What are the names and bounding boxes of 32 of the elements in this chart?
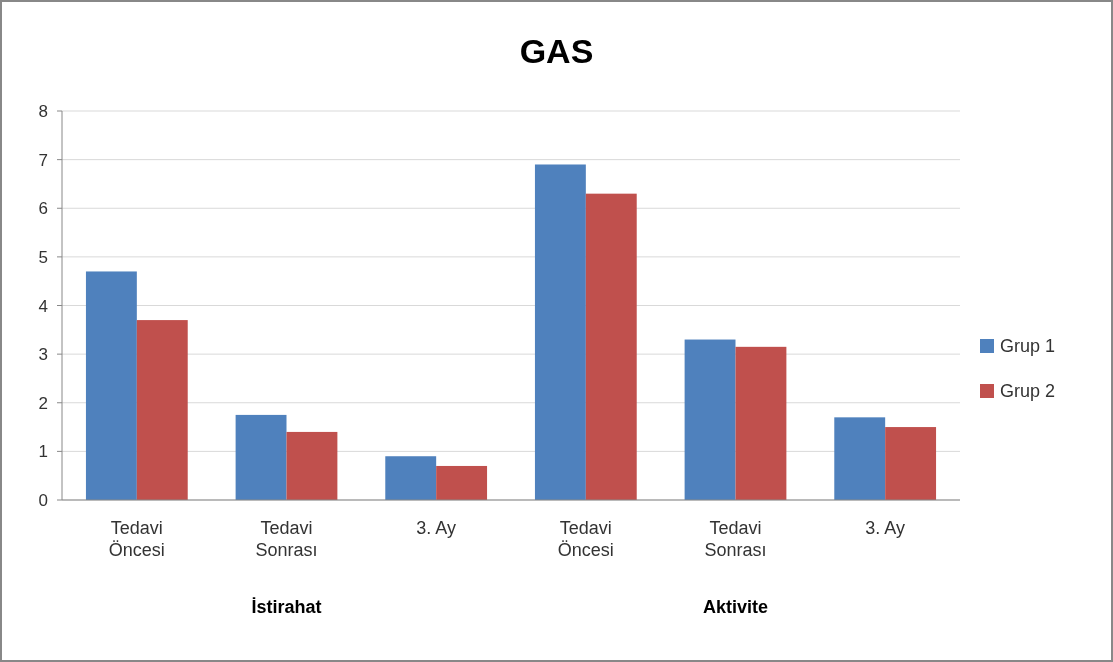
legend-label: Grup 1 xyxy=(1000,336,1056,356)
y-tick-label: 1 xyxy=(38,442,48,462)
y-tick-label: 8 xyxy=(38,102,48,121)
text: Aktivite xyxy=(702,597,769,617)
chart-title: GAS xyxy=(519,32,594,70)
bar xyxy=(684,339,736,500)
bar xyxy=(235,414,287,500)
y-tick-label: 5 xyxy=(38,247,48,267)
bar xyxy=(834,417,886,500)
x-tick-label: Tedavi Sonrası xyxy=(255,518,318,560)
y-tick-label: 7 xyxy=(38,150,48,170)
bar xyxy=(136,320,188,500)
bar xyxy=(885,427,937,500)
x-tick-label: Tedavi Öncesi xyxy=(108,518,165,560)
bar xyxy=(85,271,137,500)
y-tick-label: 2 xyxy=(38,393,48,413)
bar xyxy=(585,193,637,500)
x-tick-label: 3. Ay xyxy=(865,518,906,538)
y-tick-label: 4 xyxy=(38,296,48,316)
legend-label: Grup 2 xyxy=(1000,381,1056,401)
x-tick-label: 3. Ay xyxy=(416,518,457,538)
y-tick-label: 6 xyxy=(38,199,48,219)
bar xyxy=(735,346,787,500)
x-tick-label: Tedavi Öncesi xyxy=(557,518,614,560)
y-tick-label: 3 xyxy=(38,345,48,365)
bar xyxy=(385,456,437,500)
x-tick-label: Tedavi Sonrası xyxy=(704,518,767,560)
bar xyxy=(286,431,338,500)
text: İstirahat xyxy=(251,597,322,617)
y-tick-label: 0 xyxy=(38,491,48,510)
bar xyxy=(436,465,488,500)
bar xyxy=(534,164,586,500)
